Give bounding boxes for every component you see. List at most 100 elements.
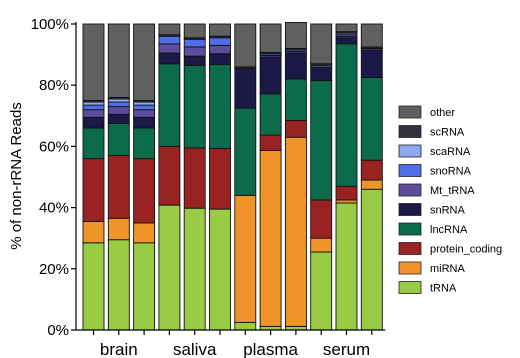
bar-segment-snrna-11 xyxy=(335,37,358,45)
bar-segment-snrna-12 xyxy=(360,49,383,78)
bar-segment-protein-coding-6 xyxy=(209,148,231,210)
bar-segment-mirna-9 xyxy=(284,136,307,327)
bar-segment-mt-trna-3 xyxy=(133,109,156,118)
legend-label-mirna: miRNA xyxy=(430,263,465,275)
bar-segment-lncrna-10 xyxy=(310,80,333,201)
bar-segment-other-12 xyxy=(360,23,383,48)
legend-swatch-scarna xyxy=(398,144,422,158)
bar-segment-snrna-3 xyxy=(133,116,156,129)
bar-segment-protein-coding-5 xyxy=(183,147,206,209)
x-group-label-brain: brain xyxy=(100,340,138,358)
legend-swatch-lncrna xyxy=(398,222,422,236)
bar-segment-protein-coding-11 xyxy=(335,185,358,201)
bar-segment-lncrna-2 xyxy=(107,122,130,157)
bar-segment-mt-trna-1 xyxy=(82,109,105,118)
bar-segment-mt-trna-5 xyxy=(183,46,206,57)
legend: other scRNA scaRNA snoRNA Mt_tRNA snRNA lncRNA… xyxy=(398,105,502,295)
bar-segment-lncrna-1 xyxy=(82,127,105,160)
bar-segment-trna-1 xyxy=(82,242,105,331)
bar-segment-snrna-10 xyxy=(310,66,333,82)
legend-swatch-mirna xyxy=(398,261,422,275)
bar-segment-protein-coding-2 xyxy=(107,155,130,219)
legend-swatch-scrna xyxy=(398,125,422,138)
legend-label-snrna: snRNA xyxy=(430,205,466,217)
bar-segment-lncrna-9 xyxy=(284,78,307,121)
bar-segment-mirna-10 xyxy=(310,237,333,253)
bar-segment-protein-coding-3 xyxy=(133,158,156,224)
bar-segment-trna-10 xyxy=(310,251,333,331)
bar-segment-snrna-7 xyxy=(234,67,257,109)
y-tick-label: 60% xyxy=(39,138,69,155)
bar-segment-mirna-11 xyxy=(335,199,358,204)
bar-segment-snorna-6 xyxy=(209,37,231,46)
bars-layer xyxy=(82,22,383,331)
bar-segment-other-2 xyxy=(107,23,130,98)
bar-segment-lncrna-12 xyxy=(360,77,383,161)
bar-segment-lncrna-5 xyxy=(183,64,206,149)
legend-swatch-protein-coding xyxy=(398,242,422,255)
bar-segment-protein-coding-4 xyxy=(158,145,181,206)
bar-segment-mt-trna-4 xyxy=(158,43,181,54)
bar-segment-lncrna-4 xyxy=(158,63,181,147)
legend-label-other: other xyxy=(430,107,455,119)
bar-segment-trna-2 xyxy=(107,239,130,331)
bar-segment-lncrna-6 xyxy=(209,63,231,149)
bar-segment-mirna-12 xyxy=(360,179,383,190)
bar-segment-snrna-2 xyxy=(107,113,130,124)
legend-label-lncrna: lncRNA xyxy=(430,224,468,236)
x-axis: brain saliva plasma serum xyxy=(76,329,386,358)
legend-swatch-snorna xyxy=(398,164,422,177)
y-tick-label: 80% xyxy=(39,77,69,94)
bar-segment-snorna-1 xyxy=(82,104,105,111)
bar-segment-snorna-3 xyxy=(133,104,156,111)
bar-segment-lncrna-8 xyxy=(259,93,282,136)
legend-swatch-snrna xyxy=(398,203,422,216)
bar-segment-protein-coding-8 xyxy=(259,134,282,151)
x-group-label-saliva: saliva xyxy=(173,340,217,358)
bar-segment-other-9 xyxy=(284,22,307,49)
bar-segment-lncrna-3 xyxy=(133,127,156,160)
y-tick-label: 40% xyxy=(39,200,69,217)
bar-segment-snrna-9 xyxy=(284,52,307,80)
bar-segment-other-10 xyxy=(310,23,333,65)
bar-segment-trna-11 xyxy=(335,202,358,331)
bar-segment-scarna-2 xyxy=(107,98,130,103)
bar-segment-other-6 xyxy=(209,23,231,37)
legend-swatch-mt-trna xyxy=(398,183,422,197)
bar-segment-mirna-1 xyxy=(82,220,105,244)
bar-segment-mt-trna-6 xyxy=(209,44,231,55)
legend-label-snorna: snoRNA xyxy=(430,166,472,178)
bar-segment-other-7 xyxy=(234,23,257,68)
legend-label-scarna: scaRNA xyxy=(430,146,471,158)
bar-segment-mirna-7 xyxy=(234,194,257,323)
y-axis-title: % of non-rRNA Reads xyxy=(8,102,25,250)
legend-label-scrna: scRNA xyxy=(430,127,465,139)
bar-segment-trna-5 xyxy=(183,207,206,331)
bar-segment-other-4 xyxy=(158,23,181,36)
bar-segment-mt-trna-2 xyxy=(107,106,130,115)
legend-label-protein-coding: protein_coding xyxy=(430,244,502,256)
bar-segment-snrna-6 xyxy=(209,53,231,65)
bar-segment-lncrna-7 xyxy=(234,107,257,196)
bar-segment-protein-coding-1 xyxy=(82,158,105,222)
y-tick-label: 100% xyxy=(31,16,69,33)
bar-segment-trna-4 xyxy=(158,204,181,331)
bar-segment-mirna-3 xyxy=(133,222,156,244)
bar-segment-lncrna-11 xyxy=(335,43,358,187)
legend-label-mt-trna: Mt_tRNA xyxy=(430,185,475,197)
bar-segment-protein-coding-10 xyxy=(310,199,333,239)
bar-segment-scarna-3 xyxy=(133,101,156,106)
legend-label-trna: tRNA xyxy=(430,283,457,295)
legend-swatch-other xyxy=(398,105,422,119)
bar-segment-snorna-5 xyxy=(183,38,206,48)
bar-segment-snrna-8 xyxy=(259,56,282,95)
bar-segment-other-1 xyxy=(82,23,105,101)
x-group-label-plasma: plasma xyxy=(243,340,298,358)
bar-segment-snorna-2 xyxy=(107,101,130,108)
x-group-label-serum: serum xyxy=(323,340,370,358)
bar-segment-trna-7 xyxy=(234,321,257,331)
bar-segment-other-8 xyxy=(259,23,282,53)
bar-segment-protein-coding-9 xyxy=(284,119,307,138)
